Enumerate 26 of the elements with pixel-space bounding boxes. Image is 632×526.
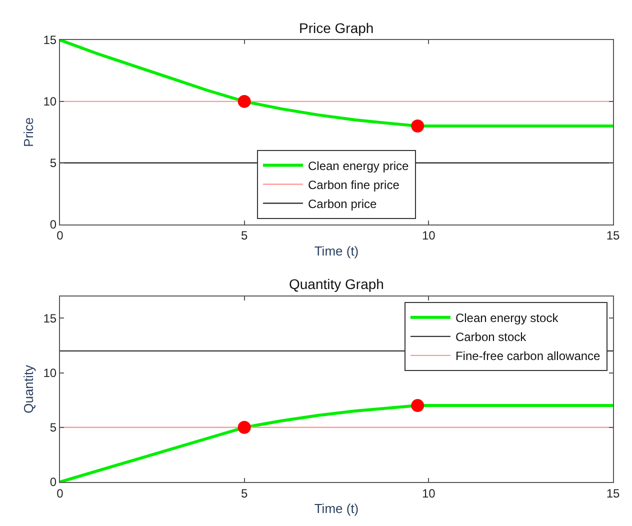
legend-label: Fine-free carbon allowance: [455, 349, 601, 364]
chart-title: Quantity Graph: [289, 276, 384, 292]
x-tick-label: 10: [422, 486, 436, 500]
y-tick-label: 5: [50, 420, 57, 435]
y-tick-label: 10: [43, 366, 57, 380]
y-axis-title: Quantity: [21, 364, 36, 414]
x-axis-title: Time (t): [314, 243, 359, 258]
y-tick-label: 10: [43, 94, 57, 109]
legend-label: Clean energy stock: [455, 311, 560, 326]
y-tick-label: 15: [43, 311, 57, 326]
legend-label: Clean energy price: [308, 158, 410, 173]
legend-label: Carbon fine price: [308, 178, 400, 192]
y-axis-title: Price: [21, 117, 36, 147]
x-tick-label: 5: [240, 228, 248, 243]
x-tick-label: 5: [240, 486, 248, 500]
y-tick-label: 0: [50, 218, 57, 232]
x-tick-label: 10: [422, 228, 436, 243]
y-tick-label: 0: [50, 475, 57, 490]
x-axis-title: Time (t): [314, 501, 359, 516]
legend-label: Carbon stock: [455, 330, 528, 344]
legend-label: Carbon price: [308, 196, 378, 211]
y-tick-label: 15: [43, 33, 57, 48]
x-tick-label: 15: [606, 486, 620, 500]
chart-title: Price Graph: [299, 20, 374, 36]
x-tick-label: 15: [606, 228, 620, 243]
y-tick-label: 5: [50, 156, 57, 170]
